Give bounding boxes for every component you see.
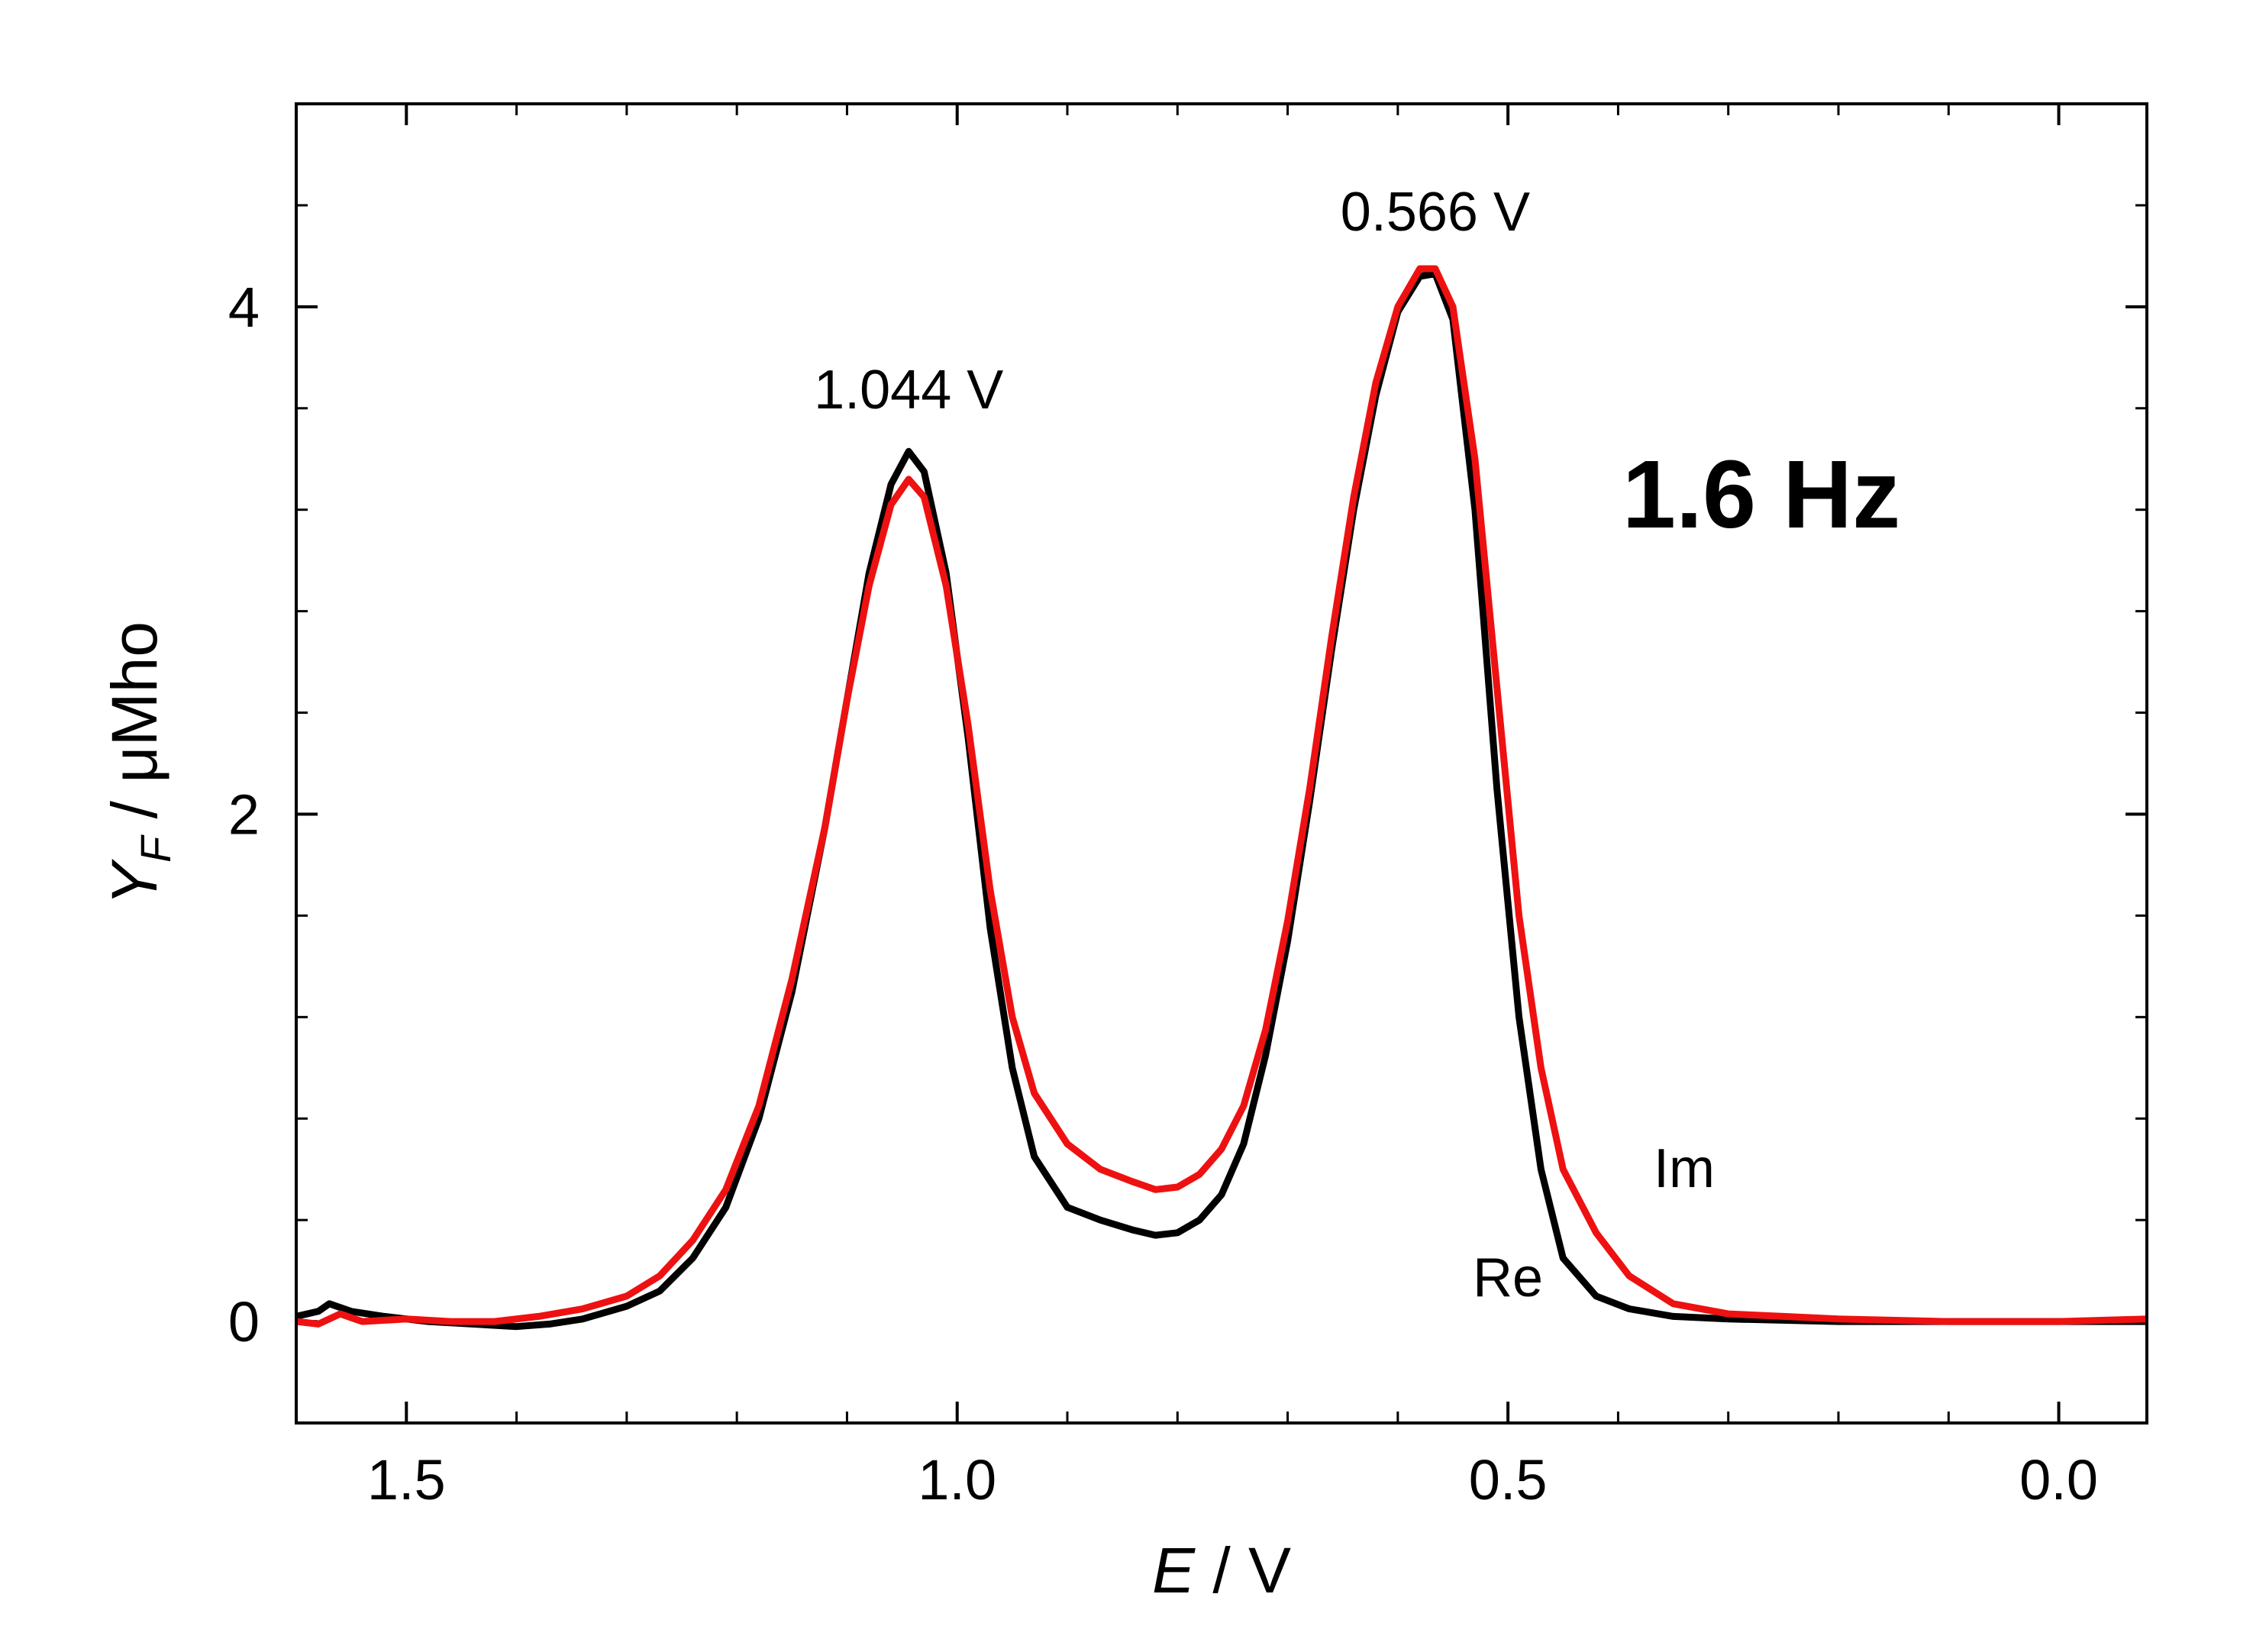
tick-labels: 1.5 1.0 0.5 0.0 0 2 4 bbox=[228, 276, 2098, 1512]
y-axis-title-variable: Y bbox=[98, 858, 170, 905]
annotation-peak-1: 1.044 V bbox=[814, 360, 1003, 421]
series-line-re bbox=[296, 270, 2147, 1331]
series-line-im bbox=[296, 265, 2147, 1328]
y-tick-label: 4 bbox=[228, 276, 260, 339]
y-axis-title-unit: / μMho bbox=[98, 621, 170, 837]
y-tick-label: 2 bbox=[228, 782, 260, 846]
series-label-im: Im bbox=[1654, 1138, 1715, 1199]
x-tick-label: 0.5 bbox=[1469, 1448, 1548, 1512]
x-axis-title-unit: / V bbox=[1195, 1534, 1291, 1606]
x-tick-label: 1.0 bbox=[918, 1448, 996, 1512]
x-axis-title-variable: E bbox=[1152, 1534, 1196, 1606]
x-tick-label: 1.5 bbox=[367, 1448, 446, 1512]
y-axis-title: YF / μMho bbox=[98, 621, 179, 905]
x-axis-title: E / V bbox=[1152, 1534, 1291, 1606]
y-tick-label: 0 bbox=[228, 1290, 260, 1354]
plot-frame bbox=[295, 102, 2148, 1425]
frequency-label: 1.6 Hz bbox=[1622, 440, 1900, 548]
x-tick-label: 0.0 bbox=[2019, 1448, 2098, 1512]
series-label-re: Re bbox=[1473, 1247, 1543, 1308]
y-axis-title-subscript: F bbox=[131, 834, 179, 863]
series-layer bbox=[296, 265, 2147, 1331]
annotation-peak-2: 0.566 V bbox=[1341, 182, 1530, 243]
